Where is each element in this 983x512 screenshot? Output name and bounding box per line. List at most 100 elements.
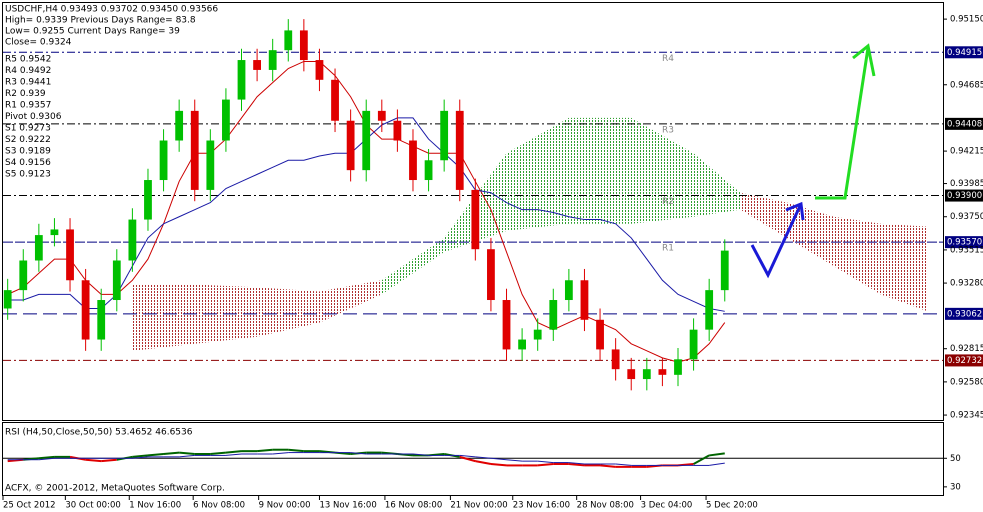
candle-body: [440, 110, 449, 161]
blue-arrow-head: [785, 201, 805, 221]
cloud: [740, 192, 928, 312]
rsi-line: [179, 454, 195, 458]
pivot-text: R2 0.939: [5, 89, 46, 99]
y-tick-label: 0.95150: [950, 15, 983, 25]
rsi-line: [210, 451, 227, 455]
y-tick-label: 0.92815: [950, 344, 983, 354]
main-panel-border: [2, 2, 944, 421]
candle-body: [175, 110, 184, 141]
candle-body: [362, 110, 371, 171]
rsi-panel-border: [2, 422, 944, 496]
rsi-line: [459, 454, 476, 458]
copyright: ACFX, © 2001-2012, MetaQuotes Software C…: [5, 484, 225, 494]
rsi-line: [490, 457, 507, 461]
rsi-line: [568, 463, 585, 467]
candle-body: [346, 120, 355, 171]
rsi-line: [412, 453, 429, 456]
candle-body: [144, 180, 152, 220]
rsi-line: [350, 452, 367, 455]
chart-title: USDCHF,H4 0.93493 0.93702 0.93450 0.9356…: [5, 5, 218, 15]
candle-body: [315, 60, 324, 80]
pivot-text: R5 0.9542: [5, 55, 51, 65]
candle-body: [159, 140, 168, 181]
rsi-line: [179, 451, 195, 455]
candle-body: [3, 290, 12, 309]
x-tick-label: 28 Nov 08:00: [577, 501, 634, 511]
rsi-line: [615, 463, 632, 466]
price-label-box: [945, 236, 983, 249]
candle-body: [674, 359, 682, 375]
rsi-line: [475, 456, 491, 459]
x-tick-label: 1 Nov 16:00: [129, 501, 181, 511]
rsi-line: [147, 453, 164, 457]
candle-body: [97, 300, 106, 340]
rsi-line: [490, 463, 507, 467]
candle-body: [66, 229, 74, 281]
candle-body: [237, 60, 246, 100]
rsi-title: RSI (H4,50,Close,50,50) 53.4652 46.6536: [5, 428, 193, 438]
y-tick-label: 30: [950, 482, 961, 492]
candle-body: [222, 99, 230, 141]
price-label: 0.93062: [947, 309, 982, 319]
rsi-line: [38, 457, 55, 461]
candle-body: [34, 235, 43, 261]
candle-body: [720, 250, 729, 291]
price-label: 0.94408: [947, 119, 982, 129]
pivot-text: S5 0.9123: [5, 170, 51, 180]
level-name: R2: [662, 197, 674, 207]
rsi-line: [709, 462, 725, 466]
info-line: Close= 0.9324: [5, 38, 72, 48]
rsi-line: [537, 460, 554, 464]
candle-body: [658, 369, 667, 375]
candle-body: [580, 280, 589, 320]
rsi-line: [506, 459, 523, 462]
price-label: 0.93570: [947, 238, 982, 248]
x-tick-label: 30 Oct 00:00: [65, 501, 120, 511]
x-tick-label: 5 Dec 20:00: [706, 501, 758, 511]
rsi-line: [693, 454, 710, 465]
rsi-line: [225, 450, 242, 454]
candle-body: [331, 79, 339, 121]
drawn-arrows: [750, 43, 876, 279]
level-name: R4: [662, 54, 674, 64]
level-name: R1: [662, 244, 674, 254]
candle-body: [627, 369, 636, 380]
price-label: 0.93900: [947, 191, 982, 201]
candle-body: [564, 280, 573, 301]
green-arrow: [815, 47, 870, 200]
y-tick-label: 0.92345: [950, 411, 983, 421]
candle-body: [50, 229, 59, 236]
candle-body: [502, 300, 511, 350]
y-tick-label: 0.93985: [950, 179, 983, 189]
pivot-text: S4 0.9156: [5, 158, 51, 168]
pivot-text: R3 0.9441: [5, 78, 51, 88]
main-panel: 0.94915 R4 0.94408 R3 0.93900 R2 0.93570 R1 0.93…: [3, 5, 983, 421]
candle-body: [128, 219, 137, 261]
rsi-line: [568, 462, 585, 465]
candle-body: [642, 369, 651, 380]
candle-body: [596, 319, 604, 350]
y-tick-label: 0.93280: [950, 279, 983, 289]
candle-body: [487, 249, 495, 301]
price-label: 0.94915: [947, 48, 982, 58]
candle-body: [533, 329, 542, 340]
blue-arrow: [750, 205, 802, 279]
y-tick-label: 0.94215: [950, 147, 983, 157]
rsi-line: [288, 448, 304, 453]
rsi-line: [475, 460, 492, 465]
candle-body: [689, 329, 698, 360]
pivot-text: S1 0.9273: [5, 124, 51, 134]
candle-body: [206, 140, 215, 190]
candle-body: [705, 290, 714, 330]
candle-body: [455, 110, 464, 190]
pivot-text: R4 0.9492: [5, 66, 51, 76]
candle-body: [409, 140, 417, 181]
cloud: [381, 117, 741, 295]
x-tick-label: 16 Nov 08:00: [385, 501, 442, 511]
pivot-text: S2 0.9222: [5, 135, 51, 145]
price-label-box: [945, 46, 983, 59]
rsi-line: [257, 448, 273, 453]
info-line: High= 0.9339 Previous Days Range= 83.8: [5, 16, 196, 26]
candle-body: [299, 30, 308, 61]
